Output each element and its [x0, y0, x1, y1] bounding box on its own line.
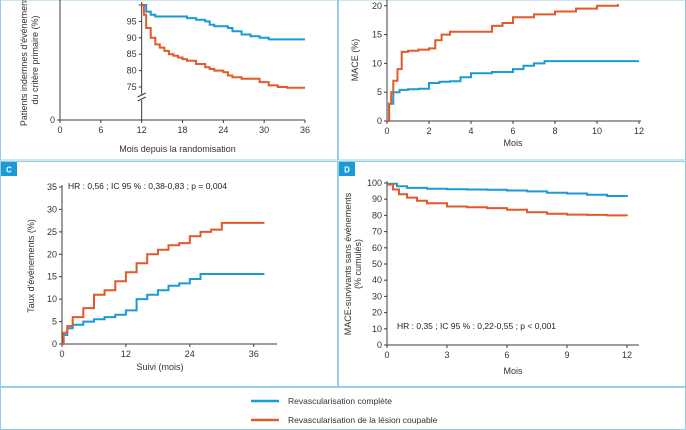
x-tick-c-2: 24 — [185, 349, 195, 359]
y-tick-c-4: 20 — [47, 249, 57, 259]
x-tick-a-4: 24 — [218, 125, 228, 135]
y-tick-d-6: 60 — [372, 243, 382, 253]
y-tick-b-1: 5 — [377, 87, 382, 97]
y-label-a-line1: Patients indemnes d'événements — [19, 0, 29, 126]
y-tick-a-95: 95 — [127, 16, 137, 26]
series-b-culprit — [387, 4, 619, 122]
x-tick-b-3: 6 — [510, 126, 515, 136]
x-tick-b-6: 12 — [634, 126, 644, 136]
x-tick-d-1: 3 — [444, 350, 449, 360]
x-tick-a-1: 6 — [98, 125, 103, 135]
x-label-c: Suivi (mois) — [136, 362, 183, 372]
x-tick-c-1: 12 — [121, 349, 131, 359]
series-c-culprit — [62, 221, 265, 345]
x-tick-d-4: 12 — [622, 350, 632, 360]
x-tick-b-5: 10 — [592, 126, 602, 136]
x-label-b: Mois — [503, 138, 523, 148]
x-tick-b-2: 4 — [468, 126, 473, 136]
panel-tag-d: D — [339, 162, 355, 176]
y-tick-a-80: 80 — [127, 66, 137, 76]
y-tick-c-1: 5 — [52, 317, 57, 327]
x-tick-b-4: 8 — [552, 126, 557, 136]
y-tick-d-1: 10 — [372, 324, 382, 334]
svg-text:C: C — [6, 166, 12, 175]
y-tick-d-8: 80 — [372, 210, 382, 220]
panel-tag-c: C — [1, 162, 17, 176]
y-tick-d-5: 50 — [372, 259, 382, 269]
y-label-d-line1: MACE-survivants sans événements — [343, 192, 353, 335]
x-tick-a-5: 30 — [259, 125, 269, 135]
x-tick-c-3: 36 — [249, 349, 259, 359]
x-tick-a-3: 18 — [177, 125, 187, 135]
y-label-d-line2: (% cumulés) — [353, 239, 363, 289]
series-d-culprit — [387, 183, 628, 217]
y-tick-d-2: 20 — [372, 308, 382, 318]
y-tick-a-90: 90 — [127, 33, 137, 43]
y-label-c: Taux d'événements (%) — [26, 219, 36, 313]
x-tick-c-0: 0 — [59, 349, 64, 359]
x-label-d: Mois — [503, 366, 523, 376]
x-tick-b-1: 2 — [426, 126, 431, 136]
y-tick-b-0: 0 — [377, 116, 382, 126]
y-tick-c-7: 35 — [47, 182, 57, 192]
series-a-complete — [141, 4, 305, 41]
y-tick-d-9: 90 — [372, 194, 382, 204]
y-tick-c-2: 10 — [47, 294, 57, 304]
axis-a-break-mark — [137, 92, 146, 102]
y-tick-d-3: 30 — [372, 291, 382, 301]
y-tick-c-0: 0 — [52, 339, 57, 349]
y-tick-c-5: 25 — [47, 227, 57, 237]
series-d-complete — [387, 182, 628, 197]
y-tick-d-0: 0 — [377, 340, 382, 350]
y-label-a-line2: du critère primaire (%) — [30, 15, 40, 104]
y-tick-b-2: 10 — [372, 58, 382, 68]
panel-frame-c — [0, 161, 338, 387]
y-tick-d-10: 100 — [367, 178, 382, 188]
y-tick-a-85: 85 — [127, 49, 137, 59]
x-tick-a-2: 12 — [137, 125, 147, 135]
y-tick-c-6: 30 — [47, 204, 57, 214]
series-b-complete — [387, 60, 639, 122]
x-tick-a-6: 36 — [300, 125, 310, 135]
x-tick-d-2: 6 — [504, 350, 509, 360]
x-label-a: Mois depuis la randomisation — [119, 144, 236, 154]
panel-frame-a — [0, 0, 338, 161]
x-tick-d-3: 9 — [564, 350, 569, 360]
y-tick-c-3: 15 — [47, 272, 57, 282]
y-tick-a-75: 75 — [127, 82, 137, 92]
y-tick-b-4: 20 — [372, 1, 382, 11]
annotation-c: HR : 0,56 ; IC 95 % : 0,38-0,83 ; p = 0,… — [68, 181, 227, 191]
y-label-b: MACE (%) — [350, 39, 360, 82]
y-tick-d-4: 40 — [372, 275, 382, 285]
svg-text:D: D — [344, 166, 350, 175]
legend-label-complete: Revascularisation complète — [288, 396, 392, 406]
annotation-d: HR : 0,35 ; IC 95 % : 0,22-0,55 ; p < 0,… — [397, 321, 556, 331]
x-tick-b-0: 0 — [384, 126, 389, 136]
panel-frame-d — [338, 161, 686, 387]
y-tick-d-7: 70 — [372, 227, 382, 237]
x-tick-a-0: 0 — [57, 125, 62, 135]
y-tick-a-0: 0 — [50, 115, 55, 125]
x-tick-d-0: 0 — [384, 350, 389, 360]
y-tick-b-3: 15 — [372, 30, 382, 40]
series-a-culprit — [141, 4, 305, 89]
legend-label-culprit: Revascularisation de la lésion coupable — [288, 415, 438, 425]
legend: Revascularisation complète Revascularisa… — [251, 396, 438, 425]
